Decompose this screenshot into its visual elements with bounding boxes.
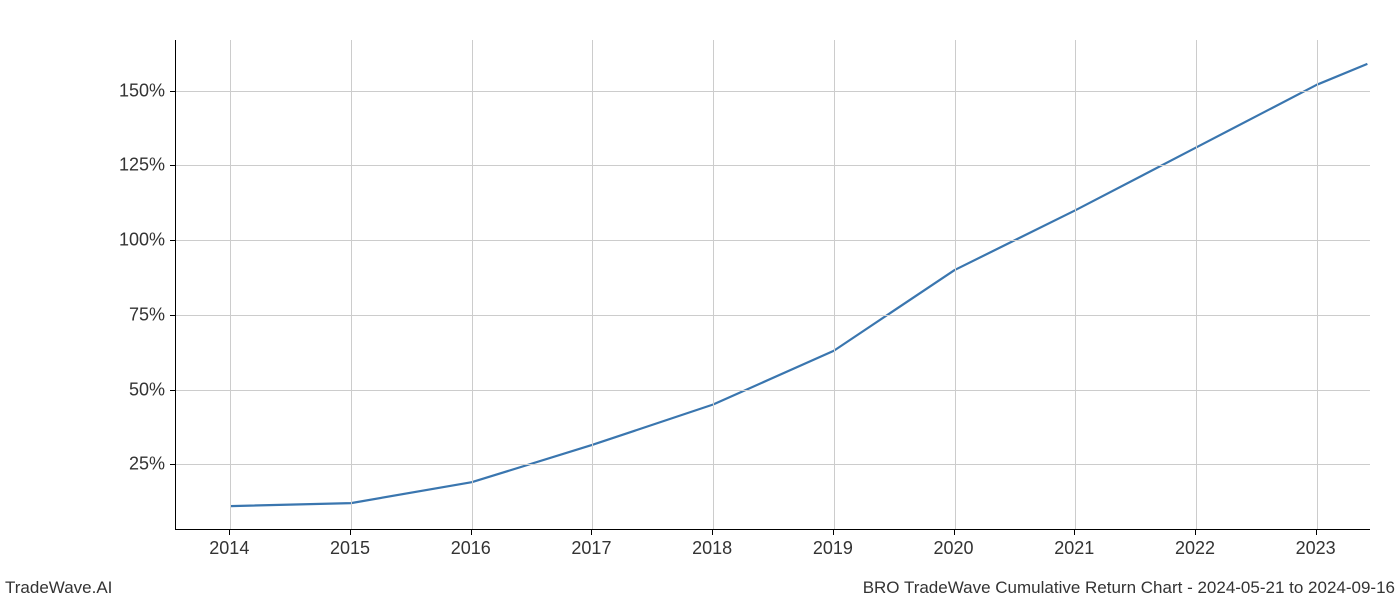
gridline-horizontal bbox=[176, 165, 1370, 166]
y-tick bbox=[170, 240, 175, 241]
gridline-vertical bbox=[1196, 40, 1197, 529]
chart-container: TradeWave.AI BRO TradeWave Cumulative Re… bbox=[0, 0, 1400, 600]
y-tick bbox=[170, 390, 175, 391]
x-axis-label: 2022 bbox=[1175, 538, 1215, 559]
gridline-vertical bbox=[834, 40, 835, 529]
x-tick bbox=[954, 530, 955, 535]
x-tick bbox=[471, 530, 472, 535]
gridline-horizontal bbox=[176, 315, 1370, 316]
gridline-vertical bbox=[230, 40, 231, 529]
y-tick bbox=[170, 165, 175, 166]
x-axis-label: 2015 bbox=[330, 538, 370, 559]
line-series bbox=[176, 40, 1371, 530]
gridline-vertical bbox=[351, 40, 352, 529]
x-axis-label: 2016 bbox=[451, 538, 491, 559]
x-tick bbox=[712, 530, 713, 535]
x-axis-label: 2018 bbox=[692, 538, 732, 559]
x-axis-label: 2020 bbox=[934, 538, 974, 559]
gridline-vertical bbox=[1317, 40, 1318, 529]
x-axis-label: 2017 bbox=[571, 538, 611, 559]
gridline-horizontal bbox=[176, 91, 1370, 92]
x-tick bbox=[833, 530, 834, 535]
plot-area bbox=[175, 40, 1370, 530]
y-axis-label: 100% bbox=[115, 230, 165, 251]
y-tick bbox=[170, 315, 175, 316]
x-tick bbox=[1074, 530, 1075, 535]
y-tick bbox=[170, 91, 175, 92]
x-tick bbox=[1316, 530, 1317, 535]
footer-left-text: TradeWave.AI bbox=[5, 578, 112, 598]
gridline-horizontal bbox=[176, 240, 1370, 241]
y-tick bbox=[170, 464, 175, 465]
x-tick bbox=[350, 530, 351, 535]
x-axis-label: 2021 bbox=[1054, 538, 1094, 559]
y-axis-label: 125% bbox=[115, 155, 165, 176]
x-tick bbox=[591, 530, 592, 535]
y-axis-label: 150% bbox=[115, 80, 165, 101]
gridline-vertical bbox=[713, 40, 714, 529]
x-axis-label: 2014 bbox=[209, 538, 249, 559]
gridline-horizontal bbox=[176, 464, 1370, 465]
y-axis-label: 75% bbox=[115, 304, 165, 325]
x-tick bbox=[229, 530, 230, 535]
y-axis-label: 50% bbox=[115, 379, 165, 400]
footer-right-text: BRO TradeWave Cumulative Return Chart - … bbox=[863, 578, 1395, 598]
gridline-vertical bbox=[592, 40, 593, 529]
y-axis-label: 25% bbox=[115, 454, 165, 475]
gridline-horizontal bbox=[176, 390, 1370, 391]
x-tick bbox=[1195, 530, 1196, 535]
gridline-vertical bbox=[955, 40, 956, 529]
gridline-vertical bbox=[1075, 40, 1076, 529]
gridline-vertical bbox=[472, 40, 473, 529]
x-axis-label: 2019 bbox=[813, 538, 853, 559]
x-axis-label: 2023 bbox=[1296, 538, 1336, 559]
